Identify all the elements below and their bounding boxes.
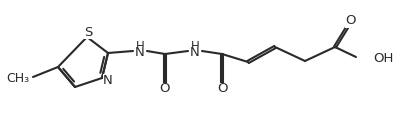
Text: O: O [160, 82, 170, 96]
Text: S: S [84, 25, 92, 39]
Text: CH₃: CH₃ [6, 72, 29, 84]
Text: N: N [135, 47, 145, 60]
Text: H: H [191, 40, 199, 52]
Text: OH: OH [373, 52, 393, 64]
Text: H: H [136, 40, 144, 52]
Text: O: O [217, 82, 227, 96]
Text: N: N [103, 74, 113, 87]
Text: O: O [345, 15, 355, 27]
Text: N: N [190, 47, 200, 60]
